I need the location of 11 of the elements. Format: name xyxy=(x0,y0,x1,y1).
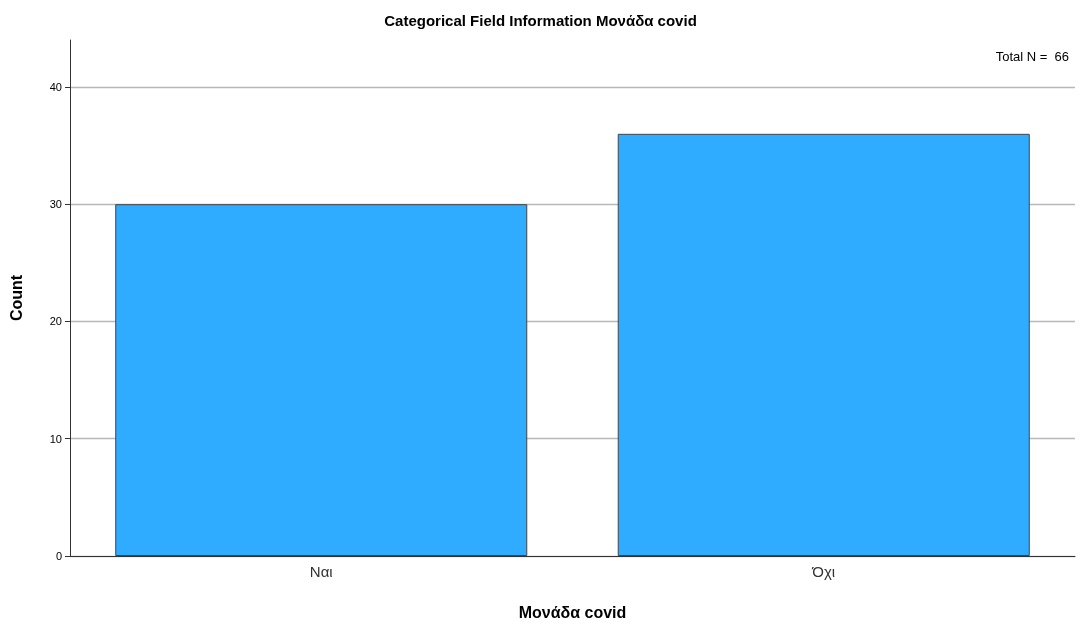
y-tick-label: 40 xyxy=(49,80,62,93)
x-axis-title: Μονάδα covid xyxy=(518,603,627,621)
annotation: Total N = 66 xyxy=(995,49,1070,64)
y-tick-label: 30 xyxy=(49,198,62,211)
y-tick-label: 0 xyxy=(55,550,62,562)
chart-title: Categorical Field Information Μονάδα covid xyxy=(384,12,697,29)
x-tick-label: Όχι xyxy=(811,563,836,580)
y-tick-label: 20 xyxy=(49,315,62,328)
y-tick-label: 10 xyxy=(49,432,62,445)
x-tick-label: Ναι xyxy=(309,563,333,580)
y-axis-title: Count xyxy=(7,274,25,322)
